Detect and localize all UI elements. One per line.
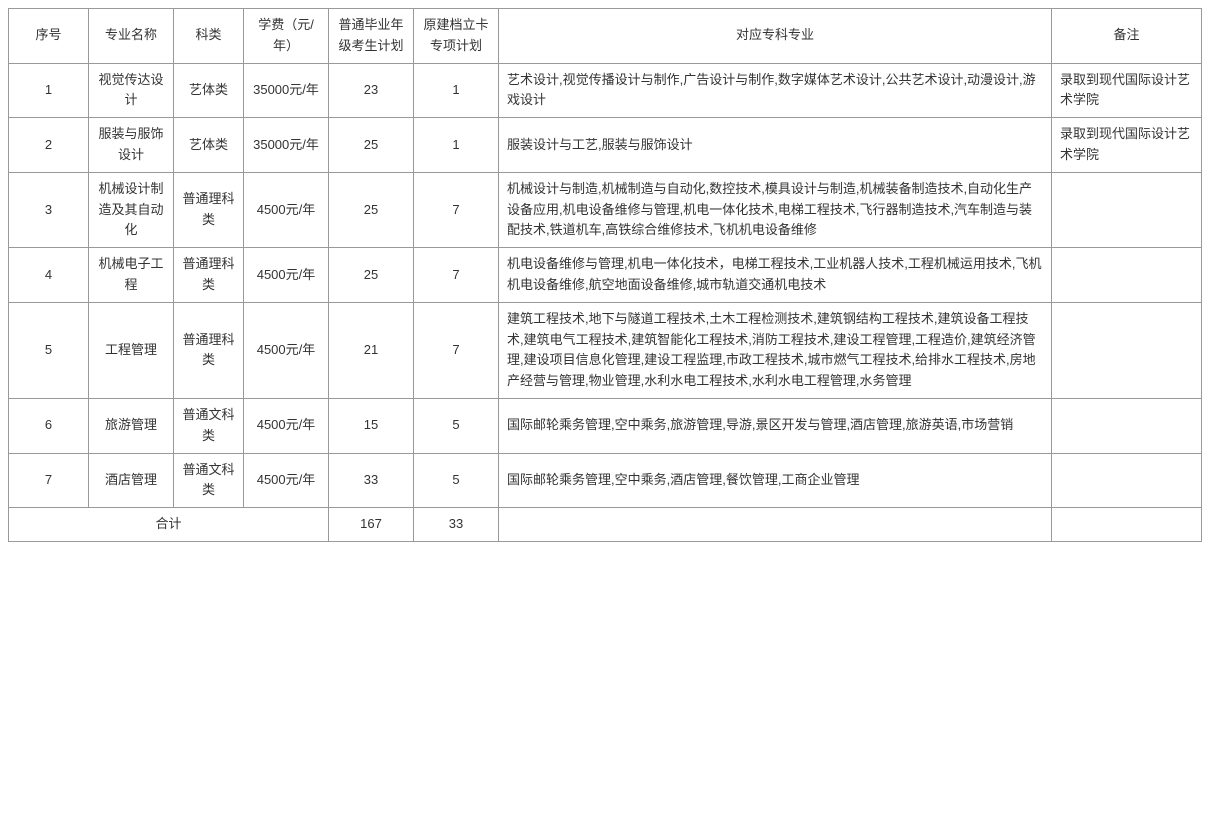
row-fee: 4500元/年 [244,453,329,508]
row-majors: 国际邮轮乘务管理,空中乘务,酒店管理,餐饮管理,工商企业管理 [499,453,1052,508]
row-plan-general: 33 [329,453,414,508]
row-fee: 4500元/年 [244,302,329,398]
row-category: 普通理科类 [174,302,244,398]
row-category: 普通文科类 [174,398,244,453]
row-plan-special: 7 [414,302,499,398]
row-name: 视觉传达设计 [89,63,174,118]
table-row: 4机械电子工程普通理科类4500元/年257机电设备维修与管理,机电一体化技术，… [9,248,1202,303]
row-seq: 1 [9,63,89,118]
header-row: 序号 专业名称 科类 学费（元/年） 普通毕业年级考生计划 原建档立卡专项计划 … [9,9,1202,64]
row-fee: 4500元/年 [244,172,329,247]
row-remark [1052,302,1202,398]
row-majors: 艺术设计,视觉传播设计与制作,广告设计与制作,数字媒体艺术设计,公共艺术设计,动… [499,63,1052,118]
row-seq: 7 [9,453,89,508]
row-name: 旅游管理 [89,398,174,453]
row-remark [1052,248,1202,303]
row-fee: 35000元/年 [244,63,329,118]
row-seq: 2 [9,118,89,173]
total-plan-special: 33 [414,508,499,542]
total-remark-blank [1052,508,1202,542]
row-remark [1052,172,1202,247]
total-label: 合计 [9,508,329,542]
table-row: 6旅游管理普通文科类4500元/年155国际邮轮乘务管理,空中乘务,旅游管理,导… [9,398,1202,453]
total-majors-blank [499,508,1052,542]
row-fee: 4500元/年 [244,398,329,453]
row-majors: 建筑工程技术,地下与隧道工程技术,土木工程检测技术,建筑钢结构工程技术,建筑设备… [499,302,1052,398]
row-plan-special: 1 [414,118,499,173]
row-plan-general: 15 [329,398,414,453]
row-majors: 机电设备维修与管理,机电一体化技术，电梯工程技术,工业机器人技术,工程机械运用技… [499,248,1052,303]
row-plan-general: 25 [329,248,414,303]
row-seq: 4 [9,248,89,303]
row-majors: 机械设计与制造,机械制造与自动化,数控技术,模具设计与制造,机械装备制造技术,自… [499,172,1052,247]
row-fee: 4500元/年 [244,248,329,303]
table-row: 7酒店管理普通文科类4500元/年335国际邮轮乘务管理,空中乘务,酒店管理,餐… [9,453,1202,508]
col-seq-header: 序号 [9,9,89,64]
row-seq: 6 [9,398,89,453]
row-plan-special: 5 [414,398,499,453]
row-name: 酒店管理 [89,453,174,508]
col-plan-general-header: 普通毕业年级考生计划 [329,9,414,64]
row-category: 普通理科类 [174,172,244,247]
row-remark [1052,453,1202,508]
col-fee-header: 学费（元/年） [244,9,329,64]
row-plan-general: 25 [329,172,414,247]
table-body: 1视觉传达设计艺体类35000元/年231艺术设计,视觉传播设计与制作,广告设计… [9,63,1202,508]
row-name: 工程管理 [89,302,174,398]
row-plan-special: 5 [414,453,499,508]
row-remark: 录取到现代国际设计艺术学院 [1052,63,1202,118]
row-category: 普通文科类 [174,453,244,508]
col-name-header: 专业名称 [89,9,174,64]
row-category: 普通理科类 [174,248,244,303]
table-row: 5工程管理普通理科类4500元/年217建筑工程技术,地下与隧道工程技术,土木工… [9,302,1202,398]
row-name: 机械电子工程 [89,248,174,303]
table-row: 3机械设计制造及其自动化普通理科类4500元/年257机械设计与制造,机械制造与… [9,172,1202,247]
col-remark-header: 备注 [1052,9,1202,64]
row-majors: 国际邮轮乘务管理,空中乘务,旅游管理,导游,景区开发与管理,酒店管理,旅游英语,… [499,398,1052,453]
row-plan-general: 21 [329,302,414,398]
row-seq: 5 [9,302,89,398]
program-table: 序号 专业名称 科类 学费（元/年） 普通毕业年级考生计划 原建档立卡专项计划 … [8,8,1202,542]
row-category: 艺体类 [174,63,244,118]
row-plan-special: 7 [414,248,499,303]
row-plan-special: 7 [414,172,499,247]
row-remark [1052,398,1202,453]
row-seq: 3 [9,172,89,247]
row-remark: 录取到现代国际设计艺术学院 [1052,118,1202,173]
table-row: 1视觉传达设计艺体类35000元/年231艺术设计,视觉传播设计与制作,广告设计… [9,63,1202,118]
table-row: 2服装与服饰设计艺体类35000元/年251服装设计与工艺,服装与服饰设计录取到… [9,118,1202,173]
total-row: 合计 167 33 [9,508,1202,542]
row-plan-general: 23 [329,63,414,118]
col-majors-header: 对应专科专业 [499,9,1052,64]
row-plan-general: 25 [329,118,414,173]
row-fee: 35000元/年 [244,118,329,173]
row-name: 机械设计制造及其自动化 [89,172,174,247]
col-plan-special-header: 原建档立卡专项计划 [414,9,499,64]
row-plan-special: 1 [414,63,499,118]
row-name: 服装与服饰设计 [89,118,174,173]
col-category-header: 科类 [174,9,244,64]
total-plan-general: 167 [329,508,414,542]
row-majors: 服装设计与工艺,服装与服饰设计 [499,118,1052,173]
row-category: 艺体类 [174,118,244,173]
